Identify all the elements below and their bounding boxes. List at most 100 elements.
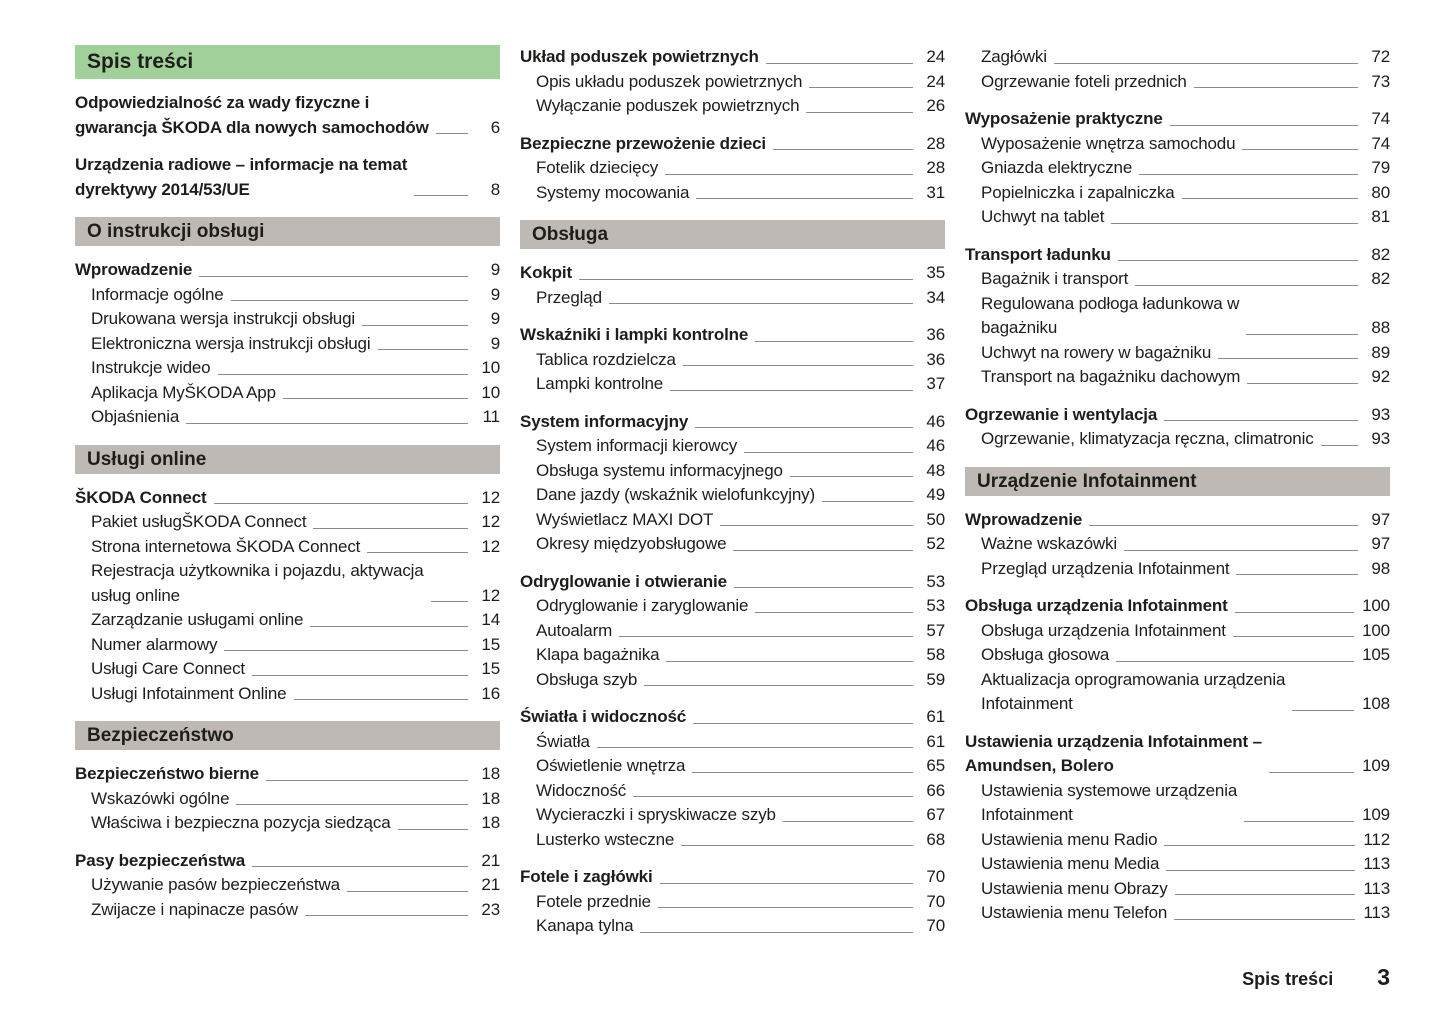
toc-entry-label: Wyświetlacz MAXI DOT [536,509,714,529]
toc-entry-label: Objaśnienia [91,407,180,426]
toc-entry-label: Autoalarm [536,620,613,640]
toc-leader-line [1053,62,1358,64]
toc-entry-label: Wprowadzenie [75,260,193,279]
toc-entry-page: 46 [926,411,945,431]
toc-entry-label: Okresy międzyobsługowe [536,534,727,553]
toc-entry: Aktualizacja oprogramowania urządzenia I… [965,668,1390,717]
toc-entry: Wyłączanie poduszek powietrznych 26 [520,94,945,119]
toc-entry: Wprowadzenie 97 [965,508,1390,533]
toc-entry-page: 79 [1371,158,1390,177]
toc-entry-label: Rejestracja użytkownika i pojazdu, aktyw… [91,561,424,605]
toc-entry-label: Odpowiedzialność za wady fizyczne i gwar… [75,93,429,137]
toc-entry-page: 12 [481,585,500,605]
toc-leader-line [809,87,913,88]
toc-entry-label: Ustawienia menu Media [981,854,1160,873]
toc-entry: Obsługa urządzenia Infotainment 100 [965,594,1390,619]
toc-entry: Drukowana wersja instrukcji obsługi 9 [75,307,500,332]
toc-leader-line [1116,660,1355,662]
section-header: Spis treści [75,45,500,79]
toc-entry: Bezpieczeństwo bierne 18 [75,762,500,787]
toc-leader-line [252,866,468,867]
toc-entry-page: 74 [1371,109,1390,128]
toc-leader-line [1244,820,1355,822]
toc-leader-line [236,804,468,805]
toc-entry-page: 46 [926,436,945,455]
toc-entry-page: 72 [1371,47,1390,66]
toc-entry-page: 97 [1371,509,1390,529]
toc-entry-label: Używanie pasów bezpieczeństwa [91,875,340,894]
toc-entry-page: 37 [926,374,945,393]
toc-entry-page: 11 [482,407,501,426]
toc-entry-page: 61 [926,731,945,751]
toc-entry-label: Układ poduszek powietrznych [520,47,759,66]
toc-entry-page: 49 [926,485,945,504]
toc-entry-label: Zarządzanie usługami online [91,610,304,629]
toc-column: Spis treści Odpowiedzialność za wady fizy… [75,45,500,939]
toc-entry: Transport ładunku 82 [965,243,1390,268]
toc-entry-label: Elektroniczna wersja instrukcji obsługi [91,333,371,353]
toc-entry-page: 6 [490,117,500,137]
toc-entry-label: Informacje ogólne [91,284,224,304]
toc-entry-label: Wyposażenie wnętrza samochodu [981,133,1236,153]
toc-entry-page: 9 [490,260,500,279]
toc-entry-page: 108 [1362,694,1390,713]
toc-entry-page: 18 [481,813,500,832]
toc-entry-label: Obsługa głosowa [981,645,1110,664]
toc-entry: Wyposażenie praktyczne 74 [965,107,1390,132]
toc-entry: ŠKODA Connect 12 [75,486,500,511]
toc-leader-line [744,451,913,453]
toc-entry: Rejestracja użytkownika i pojazdu, aktyw… [75,559,500,608]
toc-entry-label: Obsługa urządzenia Infotainment [965,596,1228,615]
toc-entry: Ważne wskazówki 97 [965,532,1390,557]
toc-leader-line [681,845,913,846]
toc-entry-page: 24 [926,71,945,91]
toc-entry-label: Bezpieczeństwo bierne [75,764,259,783]
toc-leader-line [693,722,913,724]
toc-entry-page: 53 [926,571,945,591]
toc-entry: Ustawienia menu Telefon 113 [965,901,1390,926]
toc-entry: Transport na bagażniku dachowym 92 [965,365,1390,390]
toc-entry: Ustawienia menu Media 113 [965,852,1390,877]
toc-entry-label: Ważne wskazówki [981,534,1117,553]
toc-entry-group: Wprowadzenie 9 Informacje ogólne 9 Drukowana… [75,258,500,430]
toc-entry-page: 14 [481,610,500,629]
toc-entry-label: Wskaźniki i lampki kontrolne [520,325,749,344]
toc-entry-label: Przegląd [536,287,602,307]
toc-entry-label: Światła i widoczność [520,707,687,726]
toc-entry-label: Ogrzewanie, klimatyzacja ręczna, climatr… [981,429,1314,448]
section-header: Obsługa [520,220,945,249]
toc-entry-group: Wprowadzenie 97 Ważne wskazówki 97 Przegląd … [965,508,1390,926]
toc-entry: Wyświetlacz MAXI DOT 50 [520,508,945,533]
toc-leader-line [1174,894,1356,895]
toc-entry-page: 68 [926,829,945,849]
toc-entry-label: Widoczność [536,780,627,800]
toc-entry-label: Ustawienia menu Obrazy [981,878,1168,898]
toc-entry-page: 53 [926,596,945,615]
toc-entry-page: 93 [1371,404,1390,424]
toc-leader-line [596,747,913,748]
toc-leader-line [1232,636,1355,637]
toc-entry: Światła 61 [520,730,945,755]
toc-leader-line [1169,124,1358,126]
toc-entry-label: Odryglowanie i otwieranie [520,571,727,591]
toc-leader-line [414,195,468,196]
toc-entry-label: Popielniczka i zapalniczka [981,182,1175,202]
toc-leader-line [293,699,468,700]
toc-entry-label: Pakiet usługŠKODA Connect [91,512,307,531]
toc-leader-line [1164,845,1356,846]
toc-entry: Lampki kontrolne 37 [520,372,945,397]
toc-entry-page: 10 [481,382,500,402]
toc-leader-line [789,476,913,477]
footer-page-number: 3 [1377,964,1390,990]
toc-leader-line [224,650,468,651]
toc-entry-page: 112 [1363,829,1390,849]
toc-entry-label: Usługi Infotainment Online [91,683,287,703]
toc-entry-page: 73 [1371,71,1390,91]
toc-column: Układ poduszek powietrznych 24 Opis układu… [520,45,945,939]
toc-entry-label: Wskazówki ogólne [91,788,230,808]
toc-entry: Uchwyt na rowery w bagażniku 89 [965,341,1390,366]
toc-leader-line [1246,333,1358,335]
toc-entry-label: Instrukcje wideo [91,358,211,377]
toc-entry: Ustawienia systemowe urządzenia Infotain… [965,779,1390,828]
toc-leader-line [1139,173,1358,175]
